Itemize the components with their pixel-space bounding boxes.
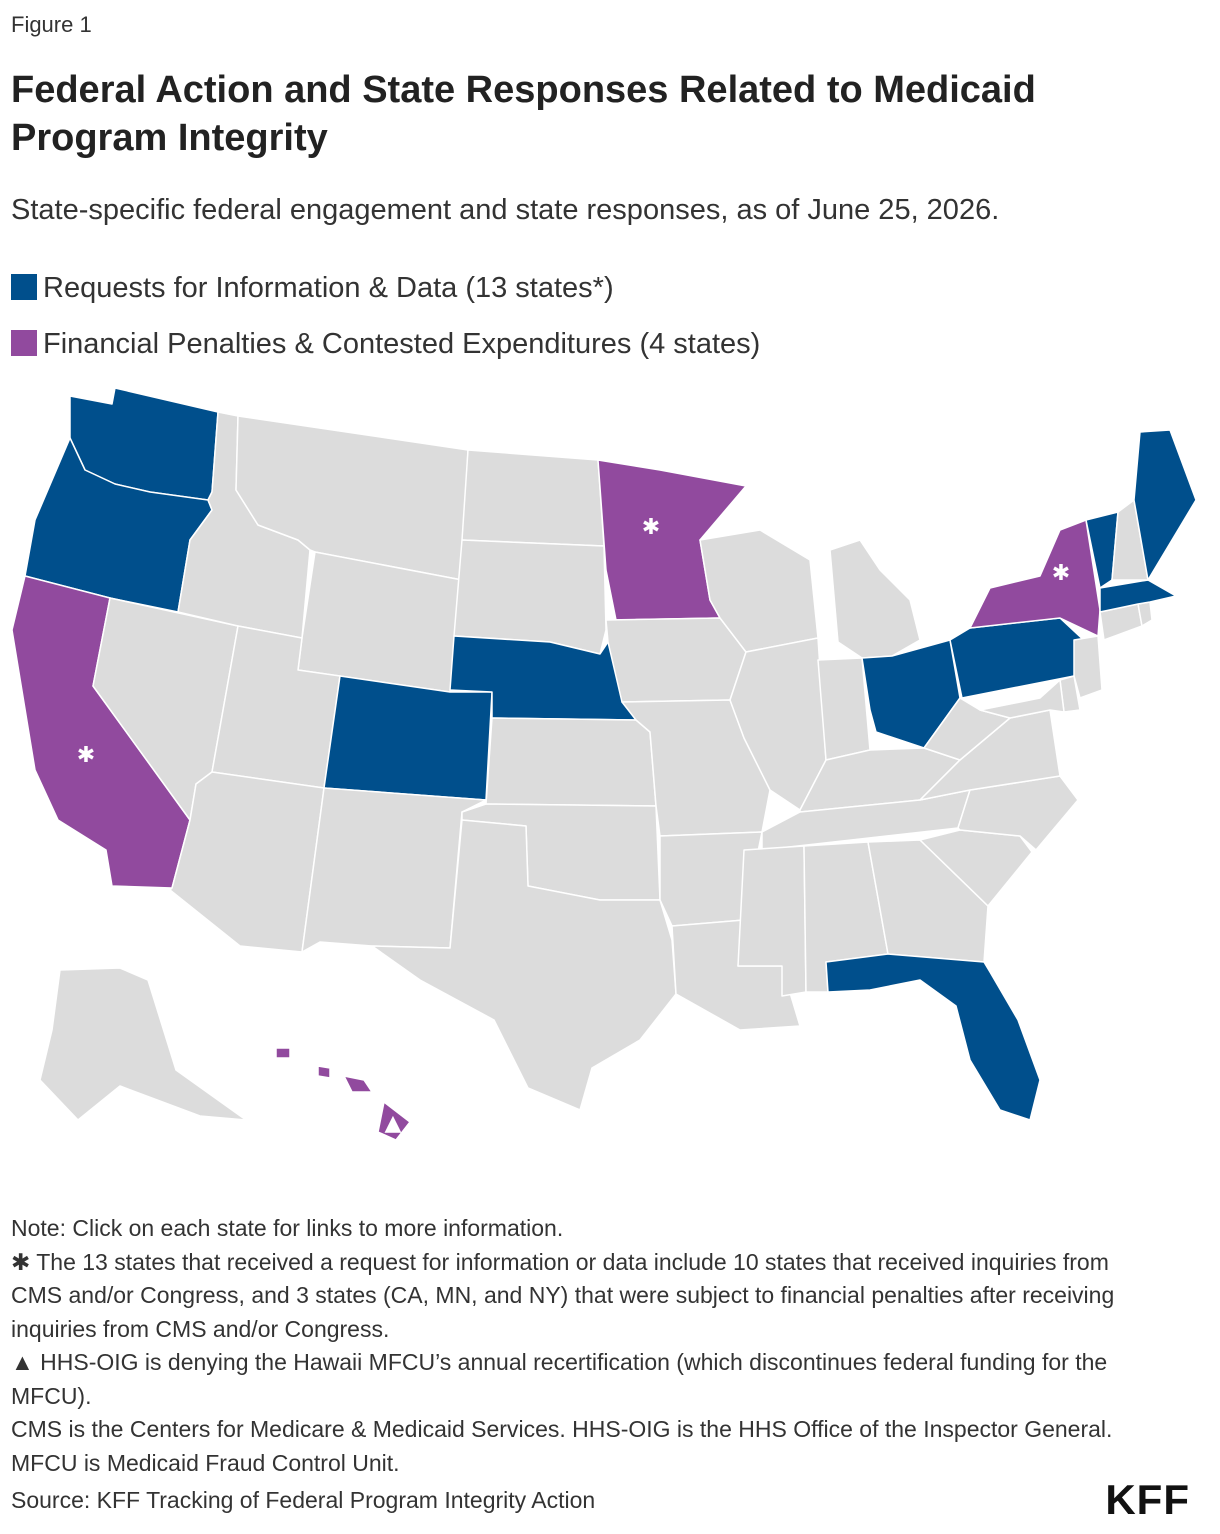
note-triangle: ▲ HHS-OIG is denying the Hawaii MFCU’s a…	[11, 1349, 1108, 1409]
legend-item-penalties[interactable]: Financial Penalties & Contested Expendit…	[11, 328, 760, 360]
state-MD[interactable]	[979, 679, 1065, 719]
hawaii-big-island	[377, 1101, 411, 1141]
state-HI[interactable]	[275, 1047, 411, 1141]
state-MI[interactable]	[829, 539, 921, 659]
legend-item-requests[interactable]: Requests for Information & Data (13 stat…	[11, 272, 614, 304]
note-click: Note: Click on each state for links to m…	[11, 1215, 564, 1241]
state-AZ[interactable]	[169, 771, 325, 953]
legend: Requests for Information & Data (13 stat…	[11, 260, 1161, 372]
state-ND[interactable]	[461, 449, 605, 547]
state-NJ[interactable]	[1073, 635, 1103, 699]
hawaii-oahu	[317, 1065, 331, 1079]
hawaii-kauai	[275, 1047, 291, 1059]
asterisk-marker-NY: ✱	[1052, 561, 1070, 586]
map-markers: ✱ ✱ ✱ ▲	[77, 515, 1070, 1136]
state-ME[interactable]	[1133, 429, 1197, 581]
legend-swatch-requests	[11, 274, 37, 300]
state-AK[interactable]	[39, 967, 247, 1121]
source-line: Source: KFF Tracking of Federal Program …	[11, 1487, 596, 1513]
asterisk-marker-CA: ✱	[77, 743, 95, 768]
us-state-map: ✱ ✱ ✱ ▲	[11, 387, 1197, 1141]
state-GA[interactable]	[867, 839, 989, 963]
chart-subtitle: State-specific federal engagement and st…	[11, 194, 1000, 226]
state-CO[interactable]	[323, 675, 493, 801]
state-TX[interactable]	[371, 819, 677, 1111]
hawaii-maui	[343, 1075, 373, 1093]
state-IA[interactable]	[605, 617, 747, 703]
state-NY[interactable]	[969, 519, 1101, 637]
state-SC[interactable]	[919, 829, 1033, 907]
triangle-marker-HI: ▲	[385, 1111, 402, 1136]
figure-label: Figure 1	[11, 12, 92, 37]
state-IN[interactable]	[817, 657, 871, 761]
legend-label-penalties: Financial Penalties & Contested Expendit…	[43, 328, 761, 360]
state-KS[interactable]	[485, 717, 657, 807]
legend-label-requests: Requests for Information & Data (13 stat…	[43, 272, 614, 304]
state-IL[interactable]	[729, 637, 827, 811]
kff-logo: KFF	[1105, 1476, 1190, 1523]
note-asterisk: ✱ The 13 states that received a request …	[11, 1248, 1115, 1342]
notes: Note: Click on each state for links to m…	[11, 1212, 1121, 1480]
asterisk-marker-MN: ✱	[642, 515, 660, 540]
chart-title: Federal Action and State Responses Relat…	[11, 69, 1036, 159]
note-abbreviations: CMS is the Centers for Medicare & Medica…	[11, 1416, 1113, 1476]
state-FL[interactable]	[825, 953, 1041, 1121]
legend-swatch-penalties	[11, 330, 37, 356]
